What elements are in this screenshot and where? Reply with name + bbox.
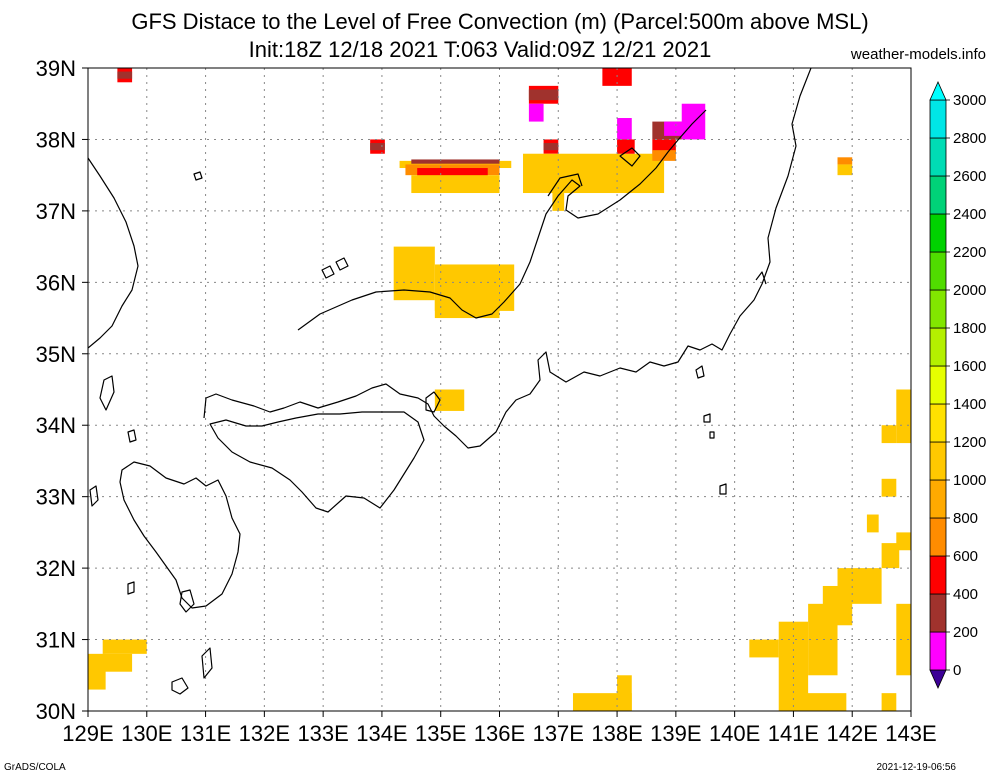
- field-cell: [896, 389, 911, 444]
- field-cell: [881, 425, 897, 444]
- field-cell: [652, 150, 676, 161]
- colorbar-swatch: [929, 555, 947, 595]
- colorbar-label: 1600: [953, 358, 986, 375]
- coastline: [88, 68, 812, 695]
- field-cell: [117, 71, 133, 79]
- field-cell: [896, 603, 911, 676]
- colorbar-label: 2400: [953, 206, 986, 223]
- lon-tick-label: 140E: [709, 721, 760, 746]
- field-cell: [417, 168, 488, 179]
- field-cell: [749, 639, 779, 658]
- field-cell: [411, 159, 500, 164]
- lon-tick-label: 135E: [415, 721, 466, 746]
- footer-grads: GrADS/COLA: [4, 762, 66, 773]
- field-cell: [434, 389, 465, 411]
- field-cell: [787, 693, 847, 711]
- field-cell: [523, 153, 665, 194]
- lon-tick-label: 143E: [885, 721, 936, 746]
- field-cell: [617, 118, 632, 140]
- field-cell: [528, 89, 559, 101]
- field-cell: [866, 514, 879, 533]
- lon-tick-label: 134E: [356, 721, 407, 746]
- field-cell: [528, 103, 544, 122]
- field-cell: [837, 157, 853, 165]
- colorbar-label: 3000: [953, 92, 986, 109]
- colorbar-swatch: [929, 175, 947, 215]
- lat-tick-label: 34N: [36, 413, 76, 438]
- colorbar-swatch: [929, 593, 947, 633]
- colorbar-label: 2800: [953, 130, 986, 147]
- credit-text: weather-models.info: [850, 46, 986, 63]
- field-cell: [434, 300, 500, 319]
- field-cell: [837, 164, 853, 176]
- lat-tick-label: 35N: [36, 342, 76, 367]
- field-cell: [543, 143, 559, 151]
- lon-tick-label: 131E: [180, 721, 231, 746]
- colorbar-swatch: [929, 213, 947, 253]
- lat-tick-label: 32N: [36, 556, 76, 581]
- colorbar-swatch: [929, 99, 947, 139]
- lat-tick-label: 37N: [36, 199, 76, 224]
- colorbar-swatch: [929, 251, 947, 291]
- map-subtitle: Init:18Z 12/18 2021 T:063 Valid:09Z 12/2…: [248, 37, 712, 62]
- colorbar-swatch: [929, 479, 947, 519]
- lon-tick-label: 138E: [591, 721, 642, 746]
- lon-tick-label: 129E: [62, 721, 113, 746]
- colorbar-label: 1000: [953, 472, 986, 489]
- lon-tick-label: 141E: [768, 721, 819, 746]
- field-cell: [102, 639, 147, 654]
- lon-tick-label: 133E: [297, 721, 348, 746]
- field-cell: [411, 175, 500, 194]
- colorbar-max-arrow: [929, 81, 947, 101]
- colorbar-label: 200: [953, 624, 978, 641]
- field-cell: [881, 478, 897, 497]
- lat-tick-label: 36N: [36, 270, 76, 295]
- colorbar-swatch: [929, 327, 947, 367]
- colorbar-min-arrow: [929, 669, 947, 689]
- colorbar-label: 600: [953, 548, 978, 565]
- lon-tick-label: 130E: [121, 721, 172, 746]
- lat-tick-label: 31N: [36, 628, 76, 653]
- colorbar-label: 400: [953, 586, 978, 603]
- colorbar-label: 2600: [953, 168, 986, 185]
- field-cell: [881, 693, 897, 711]
- colorbar-legend: 0 200 400 600 800 1000 1200 1400 1600 1800 2000 220…: [929, 81, 986, 689]
- colorbar-swatch: [929, 403, 947, 443]
- axis-ticks: 129E 130E 131E 132E 133E 134E 135E 136E 137E 138E…: [36, 56, 937, 746]
- colorbar-label: 2000: [953, 282, 986, 299]
- lon-tick-label: 132E: [239, 721, 290, 746]
- field-cell: [837, 568, 882, 604]
- field-cell: [370, 143, 385, 151]
- field-cell: [102, 653, 133, 672]
- field-cell: [88, 653, 106, 690]
- colorbar-label: 1200: [953, 434, 986, 451]
- footer-timestamp: 2021-12-19-06:56: [876, 762, 956, 773]
- lon-tick-label: 142E: [827, 721, 878, 746]
- colorbar-swatch: [929, 631, 947, 671]
- lat-tick-label: 30N: [36, 699, 76, 724]
- colorbar-swatch: [929, 289, 947, 329]
- lon-tick-label: 139E: [650, 721, 701, 746]
- colorbar-swatch: [929, 365, 947, 405]
- colorbar-label: 1400: [953, 396, 986, 413]
- colorbar-label: 0: [953, 662, 961, 679]
- lat-tick-label: 38N: [36, 127, 76, 152]
- colorbar-label: 2200: [953, 244, 986, 261]
- field-cell: [617, 139, 635, 154]
- colorbar-swatch: [929, 137, 947, 177]
- lat-tick-label: 39N: [36, 56, 76, 81]
- field-cell: [896, 532, 911, 551]
- colorbar-swatch: [929, 441, 947, 481]
- colorbar-label: 1800: [953, 320, 986, 337]
- field-cell: [617, 675, 632, 711]
- colorbar-label: 800: [953, 510, 978, 527]
- lon-tick-label: 137E: [533, 721, 584, 746]
- lat-tick-label: 33N: [36, 485, 76, 510]
- colorbar-swatch: [929, 517, 947, 557]
- field-cell: [881, 543, 900, 569]
- field-cell: [681, 103, 706, 140]
- lon-tick-label: 136E: [474, 721, 525, 746]
- map-title: GFS Distace to the Level of Free Convect…: [131, 9, 869, 34]
